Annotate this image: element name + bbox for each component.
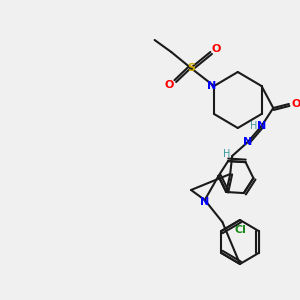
Text: N: N bbox=[200, 197, 209, 207]
Text: O: O bbox=[165, 80, 174, 90]
Text: O: O bbox=[291, 99, 300, 109]
Text: Cl: Cl bbox=[234, 225, 246, 235]
Text: O: O bbox=[212, 44, 221, 54]
Text: N: N bbox=[243, 137, 252, 147]
Text: N: N bbox=[206, 81, 216, 91]
Text: H: H bbox=[250, 121, 257, 131]
Text: H: H bbox=[223, 149, 230, 159]
Text: S: S bbox=[187, 63, 195, 73]
Text: N: N bbox=[257, 121, 266, 131]
